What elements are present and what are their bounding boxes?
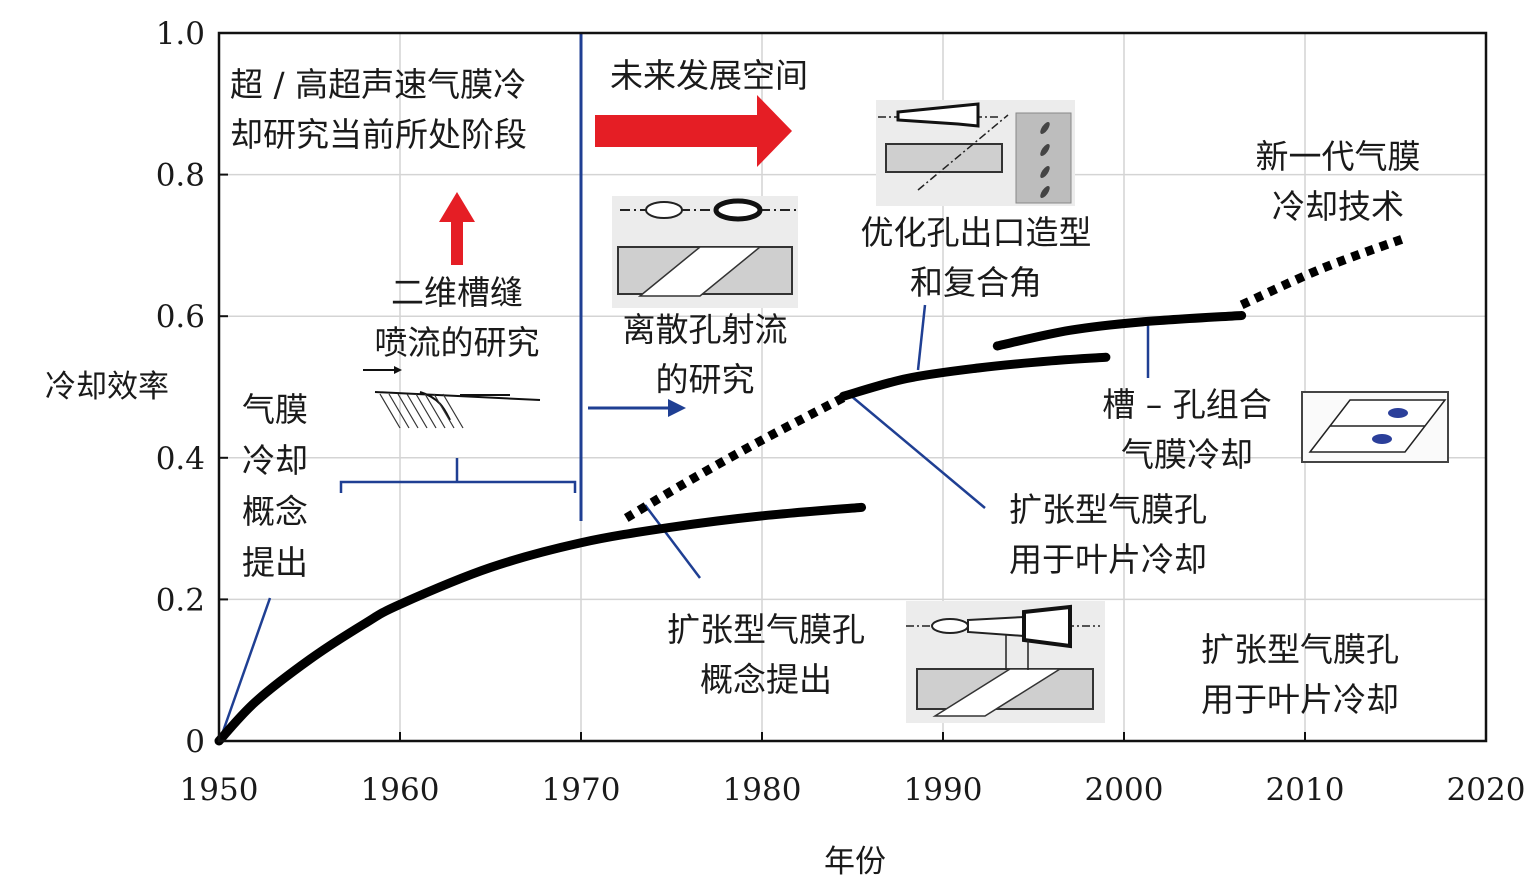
x-tick-label: 1970 xyxy=(542,772,621,808)
slot-jet-flow-arrowhead xyxy=(394,366,402,374)
red-up-arrow xyxy=(439,192,475,265)
annotation-expand-blade-1-line-0: 扩张型气膜孔 xyxy=(1009,490,1207,529)
annotations: 超 / 高超声速气膜冷却研究当前所处阶段未来发展空间二维槽缝喷流的研究气膜冷却概… xyxy=(230,56,1421,719)
y-tick-label: 0.8 xyxy=(156,158,205,194)
annotation-slot-hole-line-0: 槽 – 孔组合 xyxy=(1102,385,1271,424)
x-tick-label: 1950 xyxy=(180,772,259,808)
leader-optimized-exit xyxy=(916,304,927,371)
optimized-exit-axis xyxy=(917,114,1009,191)
slot-jet-hatch-7 xyxy=(442,393,464,429)
annotation-expand-blade-2-line-1: 用于叶片冷却 xyxy=(1201,680,1399,719)
annotation-discrete-hole-line-1: 的研究 xyxy=(656,360,755,399)
x-tick-label: 2010 xyxy=(1266,772,1345,808)
annotation-concept-line-2: 概念 xyxy=(242,492,308,531)
y-tick-label: 0.6 xyxy=(156,299,205,335)
optimized-exit-plate xyxy=(885,143,1003,173)
annotation-expand-blade-1-line-1: 用于叶片冷却 xyxy=(1009,540,1207,579)
optimized-exit-hole xyxy=(896,102,980,128)
blue-right-arrow-head xyxy=(668,399,686,417)
y-tick-label: 1.0 xyxy=(156,16,205,52)
annotation-concept-line-3: 提出 xyxy=(242,543,308,582)
series-1-dotted-line xyxy=(623,393,846,522)
expand-hole-outlet xyxy=(1022,604,1072,649)
annotation-current-stage-line-0: 超 / 高超声速气膜冷 xyxy=(230,65,526,104)
discrete-hole-channel xyxy=(637,246,763,297)
slot-jet-hatch-4 xyxy=(415,393,437,429)
x-tick-label: 2000 xyxy=(1085,772,1164,808)
annotation-expand-blade-2-line-0: 扩张型气膜孔 xyxy=(1201,630,1399,669)
slot-jet-hatch-1 xyxy=(388,393,410,429)
annotation-optimized-exit-line-1: 和复合角 xyxy=(910,263,1042,302)
optimized-exit-spot-1 xyxy=(1040,144,1050,156)
slot-jet-hatch-2 xyxy=(397,393,419,429)
series-0-solid-line xyxy=(214,502,867,746)
slot-jet-hatch-3 xyxy=(406,393,428,429)
red-right-arrow xyxy=(595,95,792,167)
slot-jet-hatch-0 xyxy=(379,393,401,429)
optimized-exit-spot-0 xyxy=(1040,122,1050,134)
discrete-hole-outlet xyxy=(713,198,763,222)
slot-hole-hole-2 xyxy=(1372,434,1392,444)
leader-lines xyxy=(218,304,1150,741)
annotation-next-gen-line-1: 冷却技术 xyxy=(1272,187,1404,226)
series-2-solid-line xyxy=(838,352,1111,401)
optimized-exit-plate-plate xyxy=(885,143,1003,173)
discrete-hole-inlet xyxy=(645,201,683,219)
x-tick-label: 2020 xyxy=(1447,772,1526,808)
annotation-future-space-line-0: 未来发展空间 xyxy=(610,56,808,95)
annotation-concept-line-0: 气膜 xyxy=(242,390,308,429)
y-tick-label: 0 xyxy=(185,724,205,760)
leader-expand-blade-1 xyxy=(849,394,986,509)
expand-hole-inlet xyxy=(931,618,969,634)
slot-hole-hole-1 xyxy=(1388,408,1408,418)
annotation-discrete-hole-line-0: 离散孔射流 xyxy=(623,310,788,349)
slot-jet-hatch-5 xyxy=(424,393,446,429)
x-tick-label: 1960 xyxy=(361,772,440,808)
leader-concept xyxy=(218,597,272,741)
annotation-expand-concept-line-1: 概念提出 xyxy=(700,660,832,699)
series-4-dotted-line xyxy=(1239,234,1407,309)
discrete-hole-plate xyxy=(617,198,796,297)
y-tick-label: 0.2 xyxy=(156,582,205,618)
annotation-slot-jet-line-1: 喷流的研究 xyxy=(375,323,540,362)
annotation-slot-hole-line-1: 气膜冷却 xyxy=(1121,435,1253,474)
slot-jet-hatch-6 xyxy=(433,393,455,429)
optimized-exit-spot-2 xyxy=(1040,166,1050,178)
plot-frame xyxy=(217,31,1488,743)
slot-jet-diagram xyxy=(363,366,541,429)
y-axis-label: 冷却效率 xyxy=(45,369,169,405)
expand-hole-neck xyxy=(967,615,1025,638)
series-3-solid-line xyxy=(992,310,1247,351)
annotation-next-gen-line-0: 新一代气膜 xyxy=(1256,137,1421,176)
y-tick-label: 0.4 xyxy=(156,441,205,477)
annotation-current-stage-line-1: 却研究当前所处阶段 xyxy=(230,115,527,154)
annotation-expand-concept-line-0: 扩张型气膜孔 xyxy=(667,610,865,649)
x-tick-label: 1980 xyxy=(723,772,802,808)
annotation-concept-line-1: 冷却 xyxy=(242,441,308,480)
annotation-optimized-exit-line-0: 优化孔出口造型 xyxy=(861,213,1092,252)
x-tick-label: 1990 xyxy=(904,772,983,808)
axis-ticks: 1950 1960 1970 1980 1990 2000 2010 2020 0 0.2 0.4 0… xyxy=(156,16,1526,808)
leader-slot-bracket xyxy=(339,458,577,493)
efficiency-curves xyxy=(214,234,1407,746)
leader-expand-concept xyxy=(644,504,701,579)
arrows xyxy=(439,33,792,521)
optimized-exit-spot-3 xyxy=(1040,186,1050,198)
expand-hole-channel xyxy=(932,668,1063,717)
x-axis-label: 年份 xyxy=(824,844,886,880)
schematic-diagrams xyxy=(363,100,1449,723)
annotation-slot-jet-line-0: 二维槽缝 xyxy=(391,273,523,312)
